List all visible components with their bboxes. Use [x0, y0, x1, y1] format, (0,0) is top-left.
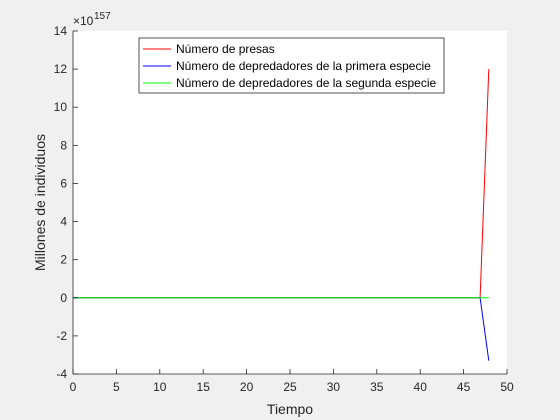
- x-tick-label: 5: [113, 380, 120, 394]
- x-tick-label: 0: [70, 380, 77, 394]
- legend-label-depredadores-segunda: Número de depredadores de la segunda esp…: [176, 76, 437, 90]
- y-tick-label: -4: [56, 367, 67, 381]
- y-tick-label: 0: [60, 291, 67, 305]
- y-tick-label: 4: [60, 215, 67, 229]
- y-exponent: 157: [94, 11, 111, 22]
- y-tick-label: -2: [56, 329, 67, 343]
- legend: Número de presas Número de depredadores …: [138, 37, 445, 94]
- x-axis-title: Tiempo: [267, 401, 313, 417]
- y-axis-title: Millones de individuos: [32, 134, 48, 271]
- legend-label-depredadores-primera: Número de depredadores de la primera esp…: [176, 59, 431, 73]
- x-tick-label: 15: [197, 380, 211, 394]
- legend-box: [138, 37, 445, 94]
- x-tick-label: 40: [414, 380, 428, 394]
- x-tick-label: 30: [327, 380, 341, 394]
- y-exponent-base: ×10: [73, 14, 94, 28]
- y-tick-label: 2: [60, 253, 67, 267]
- series-layer: [73, 69, 490, 361]
- x-tick-label: 20: [240, 380, 254, 394]
- y-tick-label: 10: [54, 100, 68, 114]
- x-tick-label: 25: [283, 380, 297, 394]
- x-tick-label: 10: [153, 380, 167, 394]
- x-tick-label: 45: [457, 380, 471, 394]
- y-tick-label: 8: [60, 138, 67, 152]
- y-tick-label: 14: [54, 24, 68, 38]
- x-tick-label: 50: [500, 380, 514, 394]
- y-tick-label: 6: [60, 176, 67, 190]
- x-tick-label: 35: [370, 380, 384, 394]
- axes-layer: 0 5 10 15 20 25 30 35 40 45 50 -4 -2 0 2 4 6 8 10 12 14: [54, 24, 514, 394]
- legend-label-presas: Número de presas: [176, 42, 275, 56]
- y-tick-label: 12: [54, 62, 68, 76]
